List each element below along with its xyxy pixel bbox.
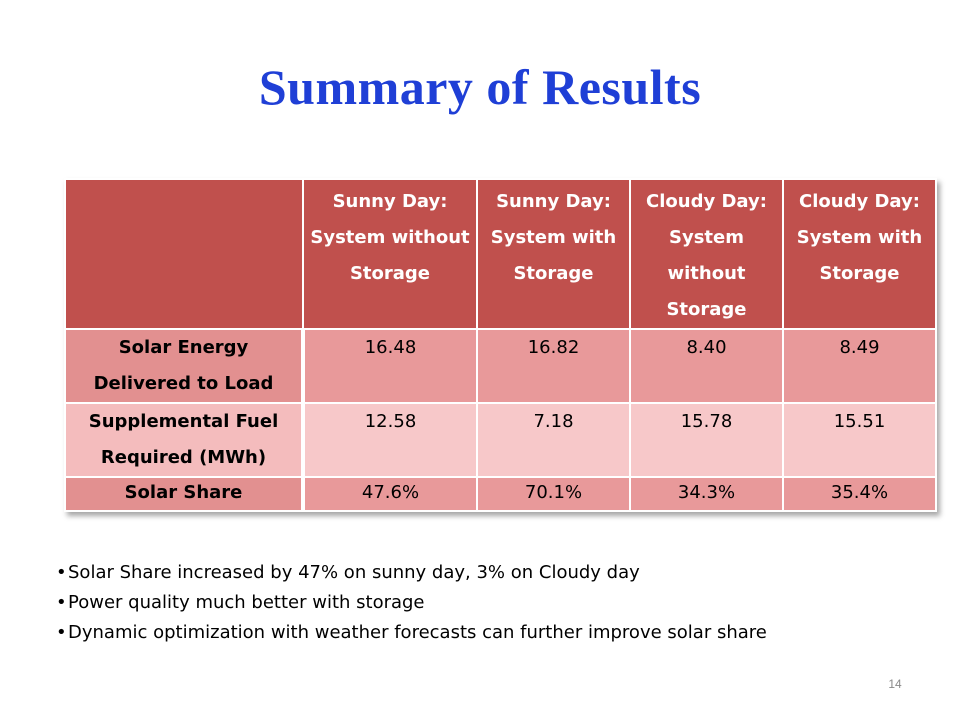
slide-title: Summary of Results [258, 59, 702, 115]
bullet-text: Power quality much better with storage [68, 592, 425, 613]
bullet-dot-icon: • [56, 592, 67, 613]
column-header: Cloudy Day: System without Storage [629, 178, 784, 330]
row-label: Solar Share [64, 476, 305, 512]
bullet-text: Solar Share increased by 47% on sunny da… [68, 562, 640, 583]
bullet-item: •Dynamic optimization with weather forec… [56, 618, 767, 648]
table-cell: 35.4% [782, 476, 937, 512]
table-cell: 47.6% [302, 476, 478, 512]
results-table-container: Sunny Day: System without Storage Sunny … [64, 178, 937, 512]
bullet-item: •Solar Share increased by 47% on sunny d… [56, 558, 767, 588]
table-cell: 34.3% [629, 476, 784, 512]
column-header: Sunny Day: System without Storage [302, 178, 478, 330]
column-header: Cloudy Day: System with Storage [782, 178, 937, 330]
table-cell: 70.1% [476, 476, 631, 512]
results-table: Sunny Day: System without Storage Sunny … [64, 178, 937, 512]
table-row: Solar Energy Delivered to Load 16.48 16.… [64, 328, 937, 404]
bullet-list: •Solar Share increased by 47% on sunny d… [56, 558, 767, 648]
table-cell: 7.18 [476, 402, 631, 478]
table-cell: 16.48 [302, 328, 478, 404]
table-header-row: Sunny Day: System without Storage Sunny … [64, 178, 937, 330]
table-row: Supplemental Fuel Required (MWh) 12.58 7… [64, 402, 937, 478]
table-corner-cell [64, 178, 304, 330]
table-cell: 8.49 [782, 328, 937, 404]
table-row: Solar Share 47.6% 70.1% 34.3% 35.4% [64, 476, 937, 512]
table-cell: 15.51 [782, 402, 937, 478]
bullet-text: Dynamic optimization with weather foreca… [68, 622, 767, 643]
column-header: Sunny Day: System with Storage [476, 178, 631, 330]
table-cell: 16.82 [476, 328, 631, 404]
page-number: 14 [888, 677, 902, 691]
table-cell: 8.40 [629, 328, 784, 404]
bullet-dot-icon: • [56, 622, 67, 643]
table-cell: 15.78 [629, 402, 784, 478]
row-label: Solar Energy Delivered to Load [64, 328, 305, 404]
bullet-item: •Power quality much better with storage [56, 588, 767, 618]
table-cell: 12.58 [302, 402, 478, 478]
bullet-dot-icon: • [56, 562, 67, 583]
row-label: Supplemental Fuel Required (MWh) [64, 402, 305, 478]
